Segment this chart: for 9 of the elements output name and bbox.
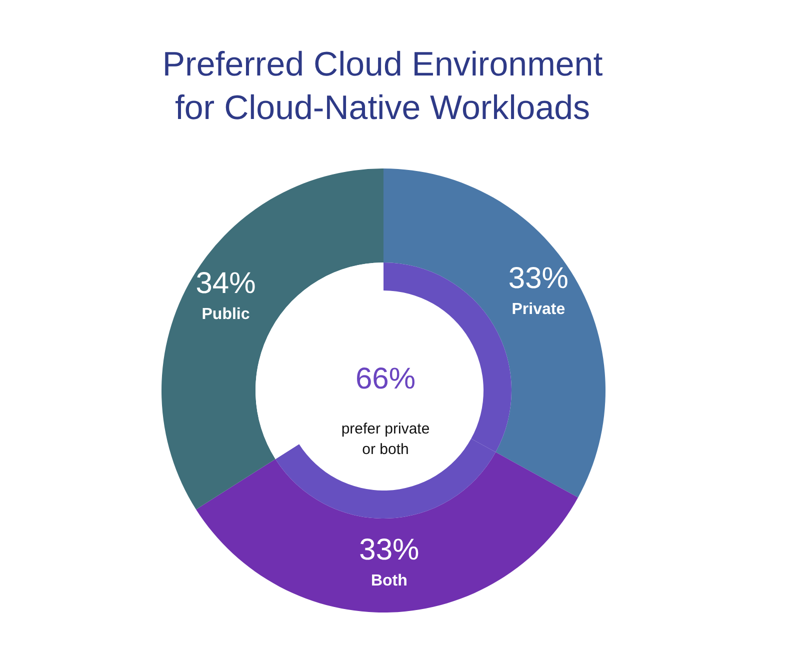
data-label: 33% [508, 262, 568, 295]
text: 66% [355, 362, 416, 396]
text: prefer private or both [341, 420, 430, 458]
slice-label: Public [202, 306, 250, 323]
data-label: 33% [359, 533, 420, 566]
chart-title: Preferred Cloud Environment for Cloud-Native Workloads [162, 46, 604, 128]
slice-label: Private [512, 300, 566, 318]
slice-label: Both [370, 572, 408, 590]
data-label: 34% [196, 266, 256, 300]
